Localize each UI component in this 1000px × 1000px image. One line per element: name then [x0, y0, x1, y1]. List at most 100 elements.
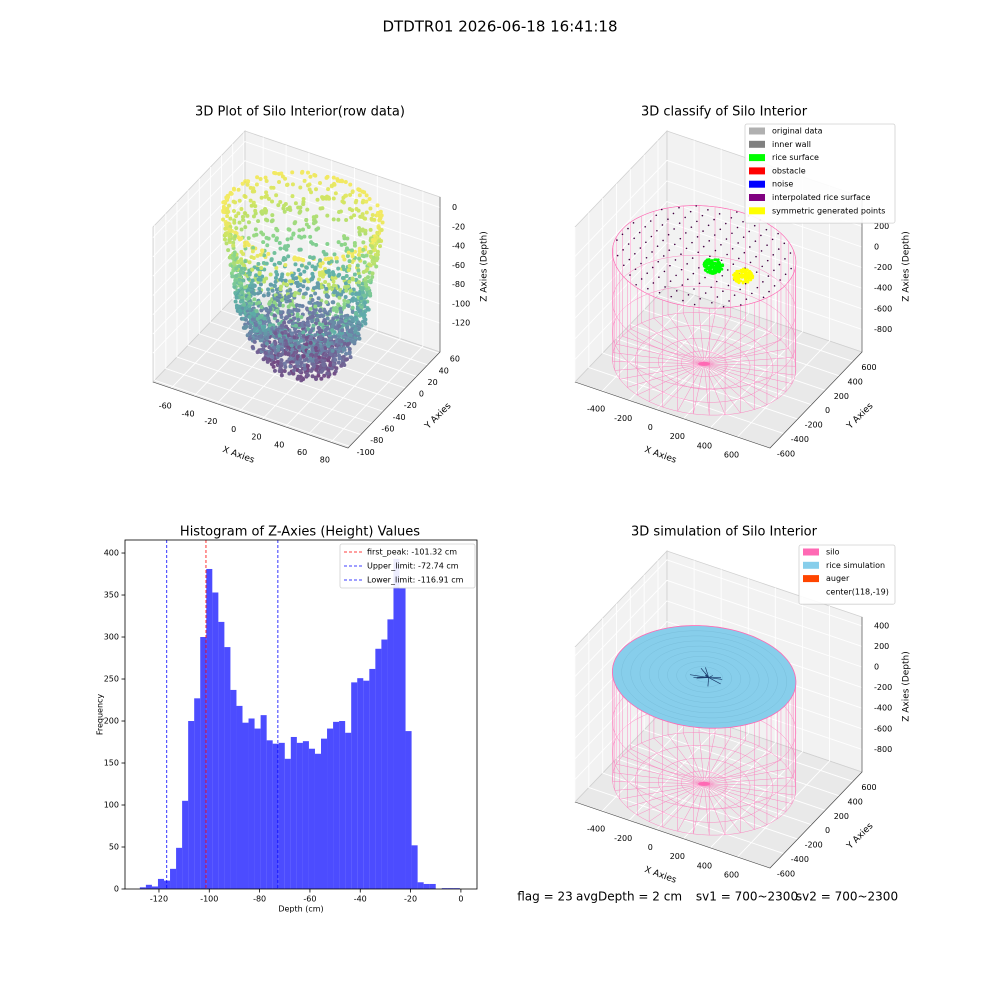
grid-line [574, 262, 863, 360]
cloud-point [275, 308, 280, 313]
cloud-point [273, 341, 278, 346]
mesh-line [694, 671, 714, 683]
surface-dot [713, 218, 715, 221]
surface-dot [664, 286, 666, 288]
cloud-point [308, 306, 313, 311]
bar [417, 882, 424, 889]
x-tick-label: -400 [587, 825, 605, 834]
cloud-point [264, 308, 269, 313]
cloud-point [347, 263, 352, 268]
surface-dot [622, 264, 625, 267]
bar [399, 588, 406, 889]
classified-point [747, 271, 750, 275]
cloud-point [343, 295, 348, 300]
dent-line [704, 675, 709, 678]
cloud-point [245, 213, 250, 218]
classified-point [719, 267, 723, 271]
cloud-point [342, 301, 347, 306]
cloud-point [363, 231, 368, 236]
cloud-point [282, 203, 287, 208]
cloud-point [346, 299, 351, 304]
cloud-point [375, 203, 380, 208]
cloud-point [227, 255, 232, 260]
cloud-point [302, 366, 307, 371]
cloud-point [225, 214, 230, 219]
silo-edge [667, 314, 704, 363]
classified-point [737, 278, 741, 282]
cloud-point [310, 271, 315, 276]
cloud-point [265, 336, 270, 341]
grid-line [262, 168, 355, 420]
silo-edge [612, 772, 702, 784]
surface-dot [669, 280, 672, 282]
legend-label: original data [772, 127, 823, 136]
cloud-point [319, 298, 324, 303]
cloud-point [352, 340, 357, 345]
cloud-point [315, 197, 320, 202]
surface-dot [645, 241, 647, 244]
surface-dot [722, 290, 724, 293]
cloud-point [250, 278, 255, 283]
y-tick-label: 600 [861, 783, 876, 792]
surface-dot [658, 276, 660, 278]
grid-line [165, 213, 361, 436]
x-tick-label: -20 [404, 895, 417, 904]
surface-dot [784, 273, 787, 276]
cloud-point [315, 364, 320, 369]
classified-point [746, 268, 749, 272]
cloud-point [309, 190, 314, 195]
cloud-point [341, 200, 346, 205]
bar [230, 689, 237, 889]
cloud-point [324, 300, 329, 305]
cloud-point [264, 276, 269, 281]
cloud-point [257, 286, 262, 291]
cloud-point [317, 277, 322, 282]
bar [212, 592, 219, 889]
silo-edge [649, 784, 703, 822]
cloud-point [314, 358, 319, 363]
surface-dot [720, 243, 722, 246]
silo-edge [627, 364, 702, 388]
surface-dot [766, 244, 768, 246]
surface-dot [674, 259, 677, 261]
surface-dot [742, 236, 745, 239]
silo-center [698, 781, 711, 786]
grid-line [152, 237, 441, 335]
cloud-point [313, 338, 318, 343]
z-tick-label: -20 [452, 222, 465, 231]
axis-line [574, 617, 863, 869]
cloud-point [264, 190, 269, 195]
surface-dot [784, 258, 786, 260]
cloud-point [226, 194, 231, 199]
cloud-point [327, 196, 332, 201]
x-tick-label: -60 [159, 402, 172, 411]
cloud-point [253, 204, 258, 209]
cloud-point [351, 319, 356, 324]
cloud-point [348, 288, 353, 293]
silo-edge [706, 363, 796, 367]
cloud-point [368, 206, 373, 211]
classified-point [708, 260, 711, 264]
cloud-point [340, 328, 345, 333]
silo-center [698, 361, 711, 366]
cloud-point [253, 326, 258, 331]
x-tick-label: 0 [458, 895, 463, 904]
cloud-point [240, 295, 245, 300]
cloud-point [304, 265, 309, 270]
cloud-point [269, 219, 274, 224]
cloud-point [301, 330, 306, 335]
cloud-point [242, 193, 247, 198]
cloud-point [237, 264, 242, 269]
cloud-point [296, 374, 301, 379]
y-tick-label: 200 [834, 812, 849, 821]
cloud-point [355, 263, 360, 268]
cloud-point [368, 254, 373, 259]
cloud-point [227, 234, 232, 239]
y-tick-label: 400 [848, 797, 863, 806]
cloud-point [230, 274, 235, 279]
cloud-point [255, 266, 260, 271]
surface-dot [762, 296, 765, 299]
cloud-point [264, 179, 269, 184]
surface-dot [745, 298, 748, 300]
cloud-point [303, 291, 308, 296]
